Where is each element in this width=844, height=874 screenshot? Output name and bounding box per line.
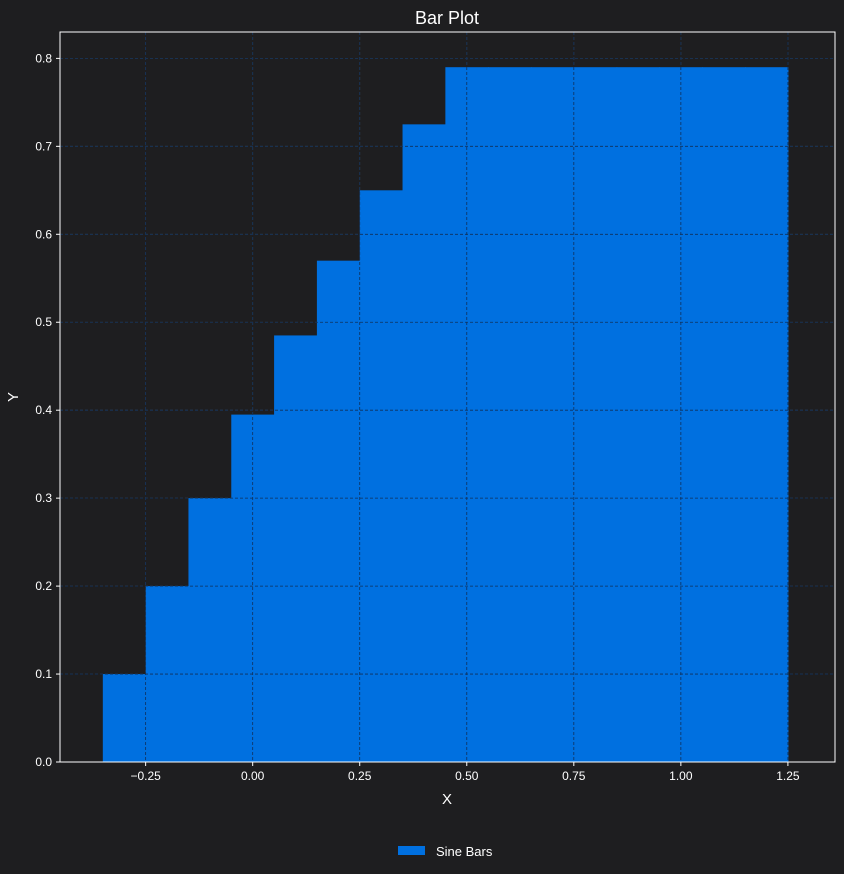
axes-frame: [59, 31, 836, 763]
y-axis-ticks: 0.0 0.1 0.2 0.3 0.4 0.5 0.6 0.7 0.8: [35, 51, 60, 769]
legend-swatch-sine-bars: [398, 846, 425, 855]
bar-12: [616, 67, 661, 762]
x-tick-label-1: 0.00: [241, 769, 265, 783]
x-axis-title: X: [442, 791, 452, 808]
bar-4: [274, 335, 318, 762]
x-tick-label-4: 0.75: [562, 769, 586, 783]
chart-title: Bar Plot: [415, 8, 479, 28]
bar-14: [702, 67, 746, 762]
y-tick-label-7: 0.7: [35, 139, 52, 153]
bar-10: [530, 67, 575, 762]
legend-label-sine-bars: Sine Bars: [436, 844, 493, 859]
x-tick-label-0: −0.25: [130, 769, 161, 783]
bar-11: [573, 67, 618, 762]
y-tick-label-5: 0.5: [35, 315, 52, 329]
bar-6: [359, 190, 404, 763]
bar-2: [188, 498, 232, 762]
legend: Sine Bars: [398, 844, 493, 859]
y-tick-label-0: 0.0: [35, 755, 52, 769]
bar-9: [488, 67, 532, 762]
x-tick-label-6: 1.25: [776, 769, 800, 783]
bar-7: [402, 124, 446, 763]
x-tick-label-5: 1.00: [669, 769, 693, 783]
x-axis-ticks: −0.25 0.00 0.25 0.50 0.75 1.00 1.25: [130, 762, 800, 783]
bar-0: [102, 674, 147, 762]
y-tick-label-4: 0.4: [35, 403, 52, 417]
bars: [102, 67, 789, 763]
grid-overlay: [60, 32, 835, 763]
y-tick-label-3: 0.3: [35, 491, 52, 505]
y-tick-label-1: 0.1: [35, 667, 52, 681]
x-tick-label-2: 0.25: [348, 769, 372, 783]
bar-15: [745, 67, 789, 762]
y-tick-label-2: 0.2: [35, 579, 52, 593]
y-tick-label-6: 0.6: [35, 227, 52, 241]
x-tick-label-3: 0.50: [455, 769, 479, 783]
bar-5: [316, 260, 361, 762]
y-tick-label-8: 0.8: [35, 51, 52, 65]
y-axis-title: Y: [5, 392, 22, 402]
